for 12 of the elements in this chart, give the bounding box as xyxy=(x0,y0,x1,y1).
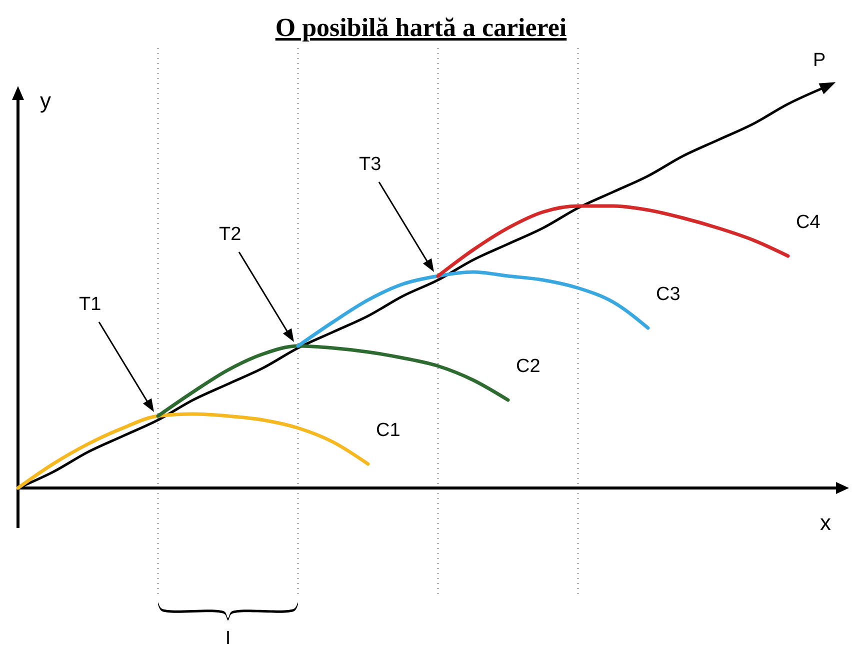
series-label: C2 xyxy=(516,356,540,377)
x-axis-title: x xyxy=(820,510,831,535)
text: I xyxy=(225,628,231,649)
series-label: P xyxy=(813,50,826,71)
series-label: C4 xyxy=(796,212,821,233)
annotation: T2 xyxy=(219,224,242,245)
chart-title: O posibilă hartă a carierei xyxy=(275,13,567,42)
annotation: T1 xyxy=(79,294,102,315)
series-label: C3 xyxy=(656,284,680,305)
y-axis-title: y xyxy=(40,88,51,113)
series-label: C1 xyxy=(376,420,400,441)
annotation: T3 xyxy=(359,154,382,175)
